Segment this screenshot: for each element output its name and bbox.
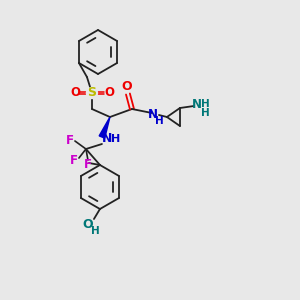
Text: N: N	[102, 133, 112, 146]
Text: O: O	[122, 80, 132, 94]
Text: O: O	[70, 86, 80, 100]
Text: O: O	[104, 86, 114, 100]
Polygon shape	[99, 117, 110, 138]
Text: F: F	[70, 154, 78, 167]
Text: H: H	[154, 116, 163, 126]
Text: F: F	[84, 158, 92, 172]
Text: F: F	[66, 134, 74, 148]
Text: S: S	[87, 86, 96, 100]
Text: O: O	[82, 218, 93, 232]
Text: N: N	[148, 107, 158, 121]
Text: H: H	[201, 108, 209, 118]
Text: H: H	[111, 134, 121, 144]
Circle shape	[86, 88, 98, 98]
Text: N: N	[192, 98, 202, 110]
Text: H: H	[91, 226, 99, 236]
Text: H: H	[201, 99, 209, 109]
